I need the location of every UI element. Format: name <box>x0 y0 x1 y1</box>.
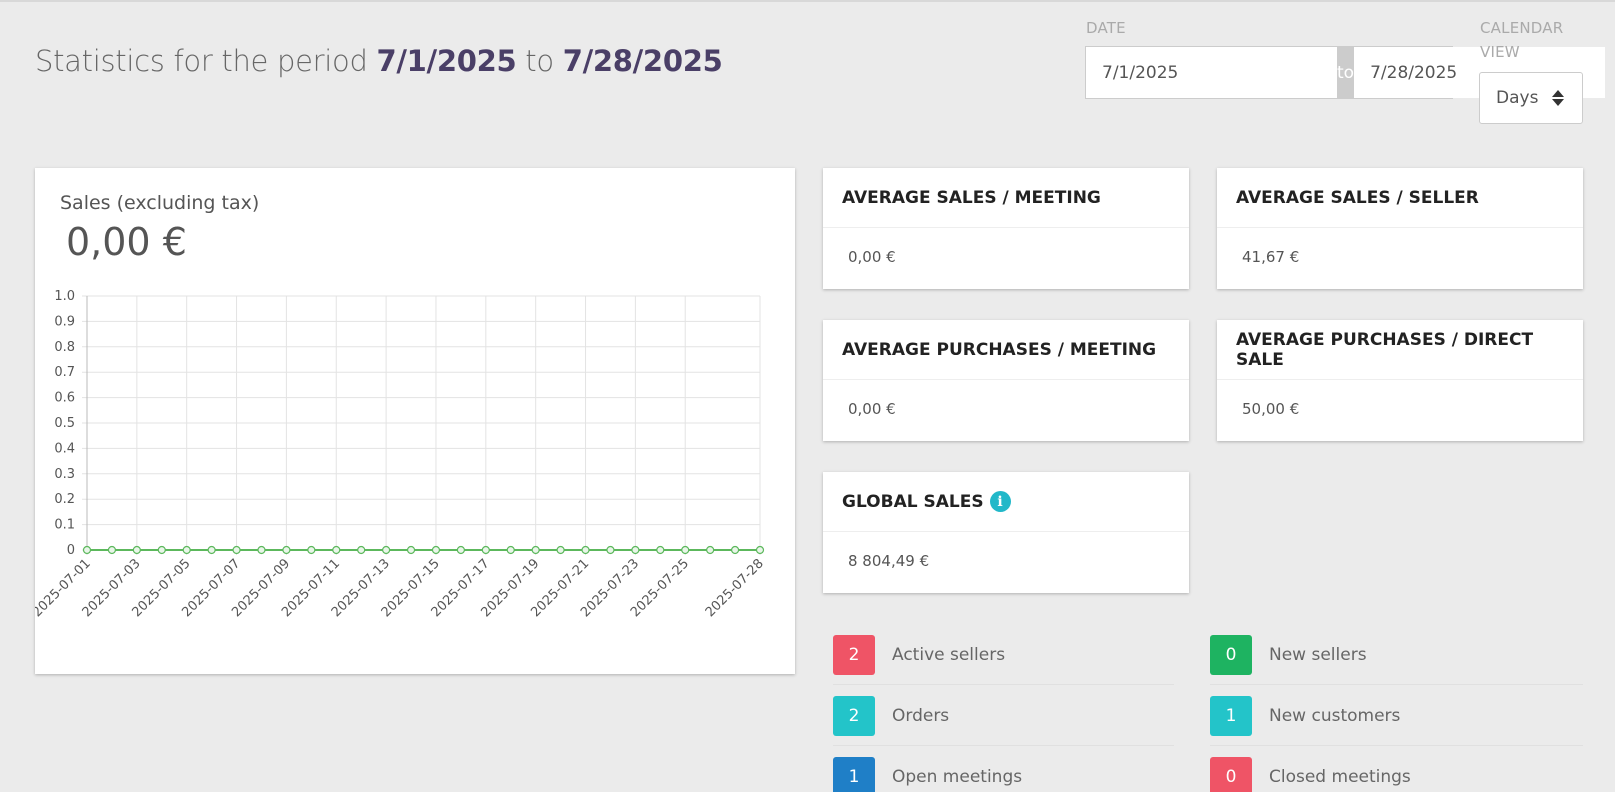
avg-sales-meeting-card: AVERAGE SALES / MEETING 0,00 € <box>823 168 1189 289</box>
counter-label: Open meetings <box>892 766 1023 787</box>
stat-value: 0,00 € <box>848 248 896 266</box>
stat-title: GLOBAL SALES i <box>823 472 1189 532</box>
y-tick-label: 0.9 <box>54 314 75 329</box>
stat-title: AVERAGE PURCHASES / DIRECT SALE <box>1217 320 1583 380</box>
calendar-label-line2: VIEW <box>1480 43 1520 61</box>
data-point <box>232 545 241 555</box>
data-point <box>282 545 291 555</box>
data-point <box>481 545 490 555</box>
data-point <box>631 545 640 555</box>
avg-purchases-meeting-card: AVERAGE PURCHASES / MEETING 0,00 € <box>823 320 1189 441</box>
stat-value: 8 804,49 € <box>848 552 930 570</box>
y-tick-label: 0.2 <box>54 492 75 507</box>
calendar-view-select[interactable]: Days <box>1479 72 1583 124</box>
start-date-input[interactable] <box>1086 47 1337 98</box>
stat-value: 0,00 € <box>848 400 896 418</box>
data-point <box>307 545 316 555</box>
counter-badge: 0 <box>1210 634 1252 675</box>
y-tick-label: 0.8 <box>54 340 75 355</box>
counter-active-sellers: 2 Active sellers <box>833 625 1174 685</box>
data-point <box>157 545 166 555</box>
title-end-date: 7/28/2025 <box>562 44 723 78</box>
title-prefix: Statistics for the period <box>35 44 368 78</box>
sales-chart-card: Sales (excluding tax) 0,00 € 0 0.1 0.2 0.3 0… <box>35 168 795 674</box>
data-point <box>382 545 391 555</box>
data-point <box>332 545 341 555</box>
counter-label: Closed meetings <box>1269 766 1411 787</box>
data-point <box>706 545 715 555</box>
stat-title: AVERAGE PURCHASES / MEETING <box>823 320 1189 380</box>
stat-value: 50,00 € <box>1242 400 1300 418</box>
sales-title: Sales (excluding tax) <box>60 192 260 214</box>
stat-title: AVERAGE SALES / SELLER <box>1217 168 1583 228</box>
global-sales-card: GLOBAL SALES i 8 804,49 € <box>823 472 1189 593</box>
data-point <box>681 545 690 555</box>
title-connector: to <box>525 44 554 78</box>
data-point <box>456 545 465 555</box>
title-start-date: 7/1/2025 <box>376 44 517 78</box>
data-point <box>581 545 590 555</box>
counter-new-customers: 1 New customers <box>1210 686 1583 746</box>
data-point <box>82 545 92 555</box>
data-point <box>506 545 515 555</box>
counter-badge: 2 <box>833 634 875 675</box>
y-tick-label: 0.5 <box>54 416 75 431</box>
y-tick-label: 0 <box>67 543 75 558</box>
data-point <box>531 545 540 555</box>
data-point <box>730 545 740 555</box>
data-point <box>182 545 191 555</box>
global-sales-title: GLOBAL SALES <box>842 491 984 512</box>
counter-label: Orders <box>892 705 950 726</box>
data-point <box>755 545 765 555</box>
calendar-view-label: CALENDAR VIEW <box>1480 16 1563 64</box>
y-tick-label: 0.4 <box>54 441 75 456</box>
data-point <box>132 545 141 555</box>
page-title: Statistics for the period 7/1/2025 to 7/… <box>35 44 723 78</box>
y-tick-label: 0.7 <box>54 365 75 380</box>
y-tick-label: 0.6 <box>54 391 75 406</box>
sales-value: 0,00 € <box>66 220 187 264</box>
data-point <box>357 545 366 555</box>
counter-badge: 2 <box>833 695 875 736</box>
counter-orders: 2 Orders <box>833 686 1174 746</box>
stat-value: 41,67 € <box>1242 248 1300 266</box>
date-range-picker: to <box>1085 46 1606 99</box>
counter-new-sellers: 0 New sellers <box>1210 625 1583 685</box>
counter-label: New customers <box>1269 705 1401 726</box>
y-tick-label: 0.1 <box>54 518 75 533</box>
data-point <box>606 545 615 555</box>
data-point <box>257 545 266 555</box>
y-tick-label: 1.0 <box>54 289 75 304</box>
calendar-label-line1: CALENDAR <box>1480 19 1564 37</box>
counter-closed-meetings: 0 Closed meetings <box>1210 747 1583 792</box>
x-tick-label: 2025-07-28 <box>703 556 767 620</box>
counter-badge: 1 <box>1210 695 1252 736</box>
counter-open-meetings: 1 Open meetings <box>833 747 1174 792</box>
data-point <box>656 545 665 555</box>
avg-sales-seller-card: AVERAGE SALES / SELLER 41,67 € <box>1217 168 1583 289</box>
stat-title: AVERAGE SALES / MEETING <box>823 168 1189 228</box>
counter-label: New sellers <box>1269 644 1367 665</box>
data-point <box>207 545 216 555</box>
y-tick-label: 0.3 <box>54 467 75 482</box>
date-to-label: to <box>1337 47 1355 98</box>
avg-purchases-direct-sale-card: AVERAGE PURCHASES / DIRECT SALE 50,00 € <box>1217 320 1583 441</box>
sort-arrows-icon <box>1552 90 1564 106</box>
counter-badge: 1 <box>833 756 875 792</box>
calendar-view-value: Days <box>1496 88 1539 108</box>
counter-badge: 0 <box>1210 756 1252 792</box>
data-point <box>406 545 416 555</box>
sales-line-chart: 00.10.20.30.40.50.60.70.80.91.02025-07-0… <box>35 289 767 620</box>
data-point <box>107 545 117 555</box>
data-point <box>431 545 441 555</box>
info-icon[interactable]: i <box>989 491 1011 512</box>
counter-label: Active sellers <box>892 644 1006 665</box>
date-label: DATE <box>1086 19 1126 37</box>
data-point <box>556 545 565 555</box>
